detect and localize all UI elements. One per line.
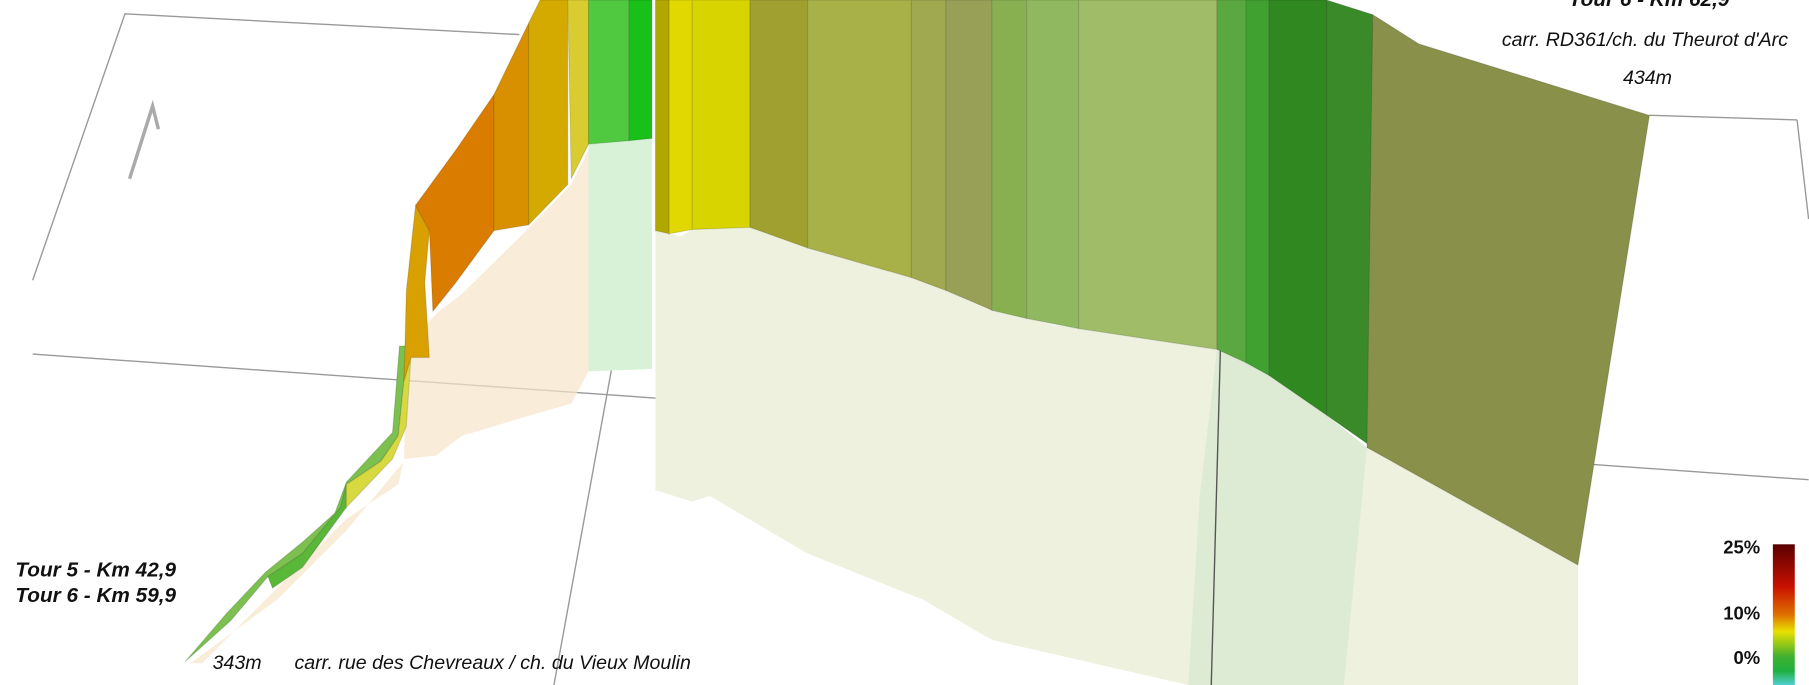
lap-label: Tour 5 - Km 42,9 <box>15 559 176 582</box>
altitude-label: 343m <box>213 652 262 674</box>
altitude-label: 434m <box>1623 67 1672 89</box>
lap-label: Tour 6 - Km 59,9 <box>15 584 176 607</box>
wall-strip <box>1026 0 1080 330</box>
wall-strip <box>945 0 993 312</box>
wall-strip <box>403 203 430 381</box>
wall-strip <box>493 22 530 232</box>
wall-strip <box>184 345 407 663</box>
wall-strip <box>1216 0 1247 364</box>
lap-label: Tour 6 - Km 62,9 <box>1569 0 1730 11</box>
place-label: carr. RD361/ch. du Theurot d'Arc <box>1502 29 1788 51</box>
wall-strip <box>654 0 670 235</box>
wall-strip <box>567 0 590 180</box>
wall-strip <box>414 92 495 313</box>
wall-strip <box>527 0 569 227</box>
wall-strip <box>628 0 653 142</box>
wall-strip <box>1366 13 1651 566</box>
wall-strip <box>991 0 1028 320</box>
wall-strip <box>807 0 912 279</box>
wall-strip <box>1325 0 1374 449</box>
wall-strip <box>1078 0 1218 351</box>
wall-strip <box>1268 0 1328 417</box>
legend-label: 0% <box>1734 647 1761 668</box>
labels: Tour 5 - Km 42,9 Tour 6 - Km 59,9 343m c… <box>15 0 1795 685</box>
shadow <box>190 138 1578 685</box>
profile-walls <box>184 0 1651 663</box>
wall-strip <box>668 0 693 235</box>
wall-strip <box>749 0 809 249</box>
legend-label: 25% <box>1723 537 1760 558</box>
wall-strip <box>910 0 947 292</box>
wall-strip <box>1245 0 1270 377</box>
wall-strip <box>587 0 630 145</box>
place-label: carr. rue des Chevreaux / ch. du Vieux M… <box>294 652 690 674</box>
wall-strip <box>691 0 751 231</box>
legend-label: 10% <box>1723 602 1760 623</box>
legend-gradient <box>1772 544 1795 685</box>
